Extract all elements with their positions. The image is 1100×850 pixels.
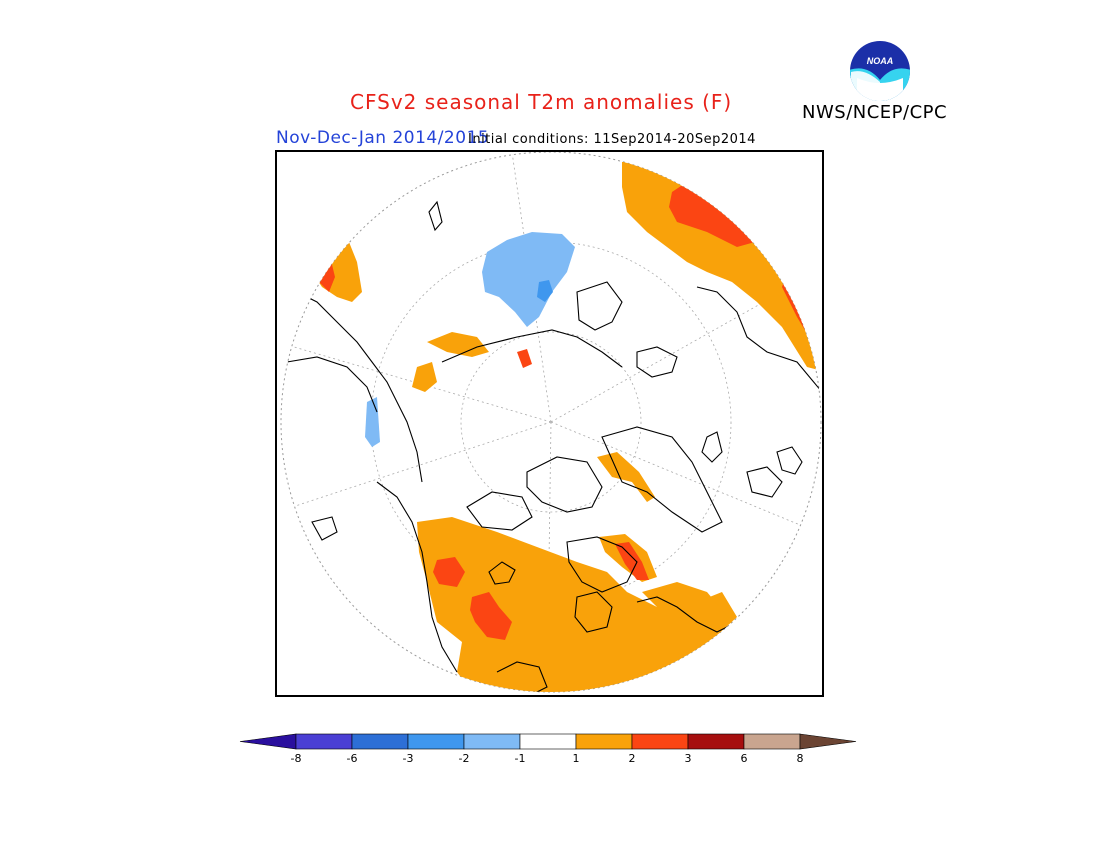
anomaly-hot-canada-2 bbox=[470, 592, 512, 640]
colorbar-cell bbox=[687, 733, 745, 750]
colorbar-tick-label: 8 bbox=[796, 752, 804, 765]
colorbar-tick-label: 1 bbox=[572, 752, 580, 765]
colorbar-cell bbox=[519, 733, 577, 750]
colorbar-tick-label: -1 bbox=[514, 752, 526, 765]
chart-title: CFSv2 seasonal T2m anomalies (F) bbox=[350, 90, 733, 114]
colorbar-cell bbox=[407, 733, 465, 750]
agency-label: NWS/NCEP/CPC bbox=[802, 102, 948, 123]
anomaly-cold-core bbox=[537, 280, 553, 302]
colorbar-cell bbox=[631, 733, 689, 750]
anomaly-warm-north-america bbox=[417, 517, 737, 692]
noaa-logo-icon: NOAA bbox=[850, 41, 910, 101]
colorbar-cell bbox=[295, 733, 353, 750]
initial-conditions: Initial conditions: 11Sep2014-20Sep2014 bbox=[468, 132, 756, 147]
forecast-period: Nov-Dec-Jan 2014/2015 bbox=[276, 128, 490, 148]
colorbar-tick-label: -2 bbox=[458, 752, 470, 765]
anomaly-cold-europe bbox=[482, 232, 575, 327]
map-canvas bbox=[280, 152, 822, 693]
colorbar-tick-label: -3 bbox=[402, 752, 414, 765]
anomaly-hot-speck bbox=[517, 349, 532, 368]
anomaly-hot-siberia bbox=[669, 182, 755, 247]
color-scale-bar bbox=[239, 733, 857, 750]
anomaly-warm-arctic-coast-2 bbox=[412, 362, 437, 392]
coastlines bbox=[286, 200, 821, 692]
anomaly-warm-east-europe bbox=[642, 582, 732, 632]
colorbar-tick-label: -6 bbox=[346, 752, 358, 765]
colorbar-cell bbox=[743, 733, 801, 750]
colorbar-cell bbox=[463, 733, 521, 750]
colorbar-tick-label: -8 bbox=[290, 752, 302, 765]
colorbar-cell bbox=[575, 733, 633, 750]
colorbar-arrow-right bbox=[799, 733, 857, 750]
colorbar-tick-label: 3 bbox=[684, 752, 692, 765]
colorbar-cell bbox=[351, 733, 409, 750]
polar-map bbox=[275, 150, 824, 697]
colorbar-arrow-left bbox=[239, 733, 297, 750]
colorbar-tick-label: 6 bbox=[740, 752, 748, 765]
anomaly-warm-arctic-coast-1 bbox=[427, 332, 489, 357]
colorbar-tick-label: 2 bbox=[628, 752, 636, 765]
svg-text:NOAA: NOAA bbox=[867, 56, 894, 66]
anomaly-hot-canada-1 bbox=[433, 557, 465, 587]
anomaly-hot-baltic bbox=[615, 542, 649, 580]
